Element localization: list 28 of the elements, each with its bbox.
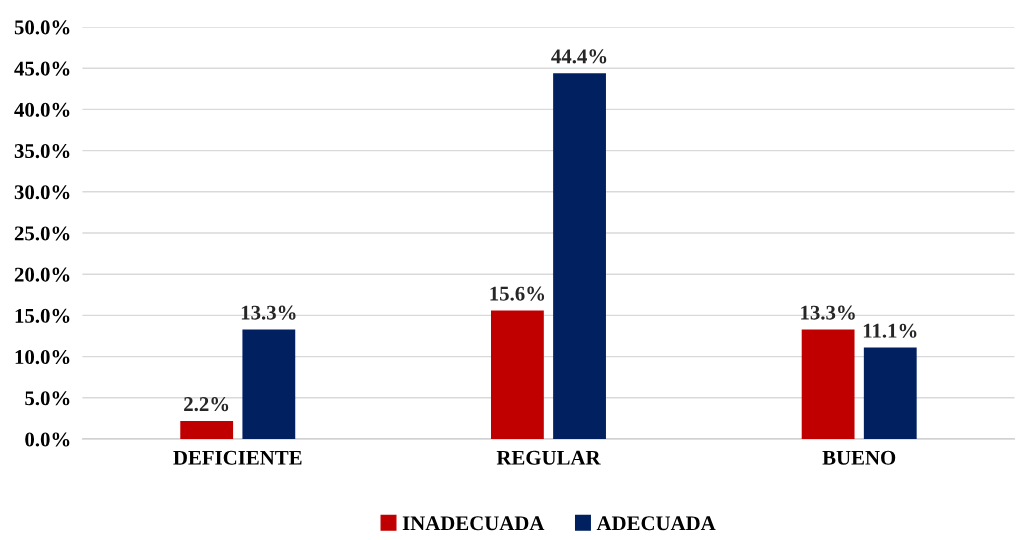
data-label: 2.2%	[184, 397, 229, 412]
y-tick-label: 25.0%	[14, 226, 70, 241]
y-tick-label: 10.0%	[15, 349, 70, 365]
y-tick-label: 30.0%	[14, 185, 70, 200]
data-label: 44.4%	[551, 49, 607, 64]
y-tick-label: 5.0%	[25, 391, 70, 406]
legend-label: INADECUADA	[402, 516, 545, 531]
data-label: 15.6%	[490, 286, 545, 301]
y-tick-label: 20.0%	[14, 267, 70, 282]
bar	[801, 329, 855, 440]
x-tick-label: DEFICIENTE	[173, 450, 302, 465]
data-label: 13.3%	[241, 305, 296, 320]
bar	[242, 329, 296, 440]
x-tick-label: REGULAR	[496, 450, 601, 465]
bar	[863, 347, 917, 440]
data-label: 11.1%	[863, 323, 917, 338]
y-tick-label: 45.0%	[14, 61, 70, 76]
x-tick-label: BUENO	[822, 450, 896, 465]
y-tick-label: 0.0%	[25, 432, 70, 447]
data-label: 13.3%	[801, 305, 855, 320]
y-tick-label: 40.0%	[14, 102, 70, 117]
y-tick-label: 35.0%	[14, 143, 70, 159]
bar	[490, 310, 544, 440]
y-tick-label: 50.0%	[14, 20, 70, 35]
legend-label: ADECUADA	[596, 516, 716, 531]
bar	[180, 420, 234, 440]
y-tick-label: 15.0%	[15, 308, 70, 323]
bar	[553, 73, 606, 440]
